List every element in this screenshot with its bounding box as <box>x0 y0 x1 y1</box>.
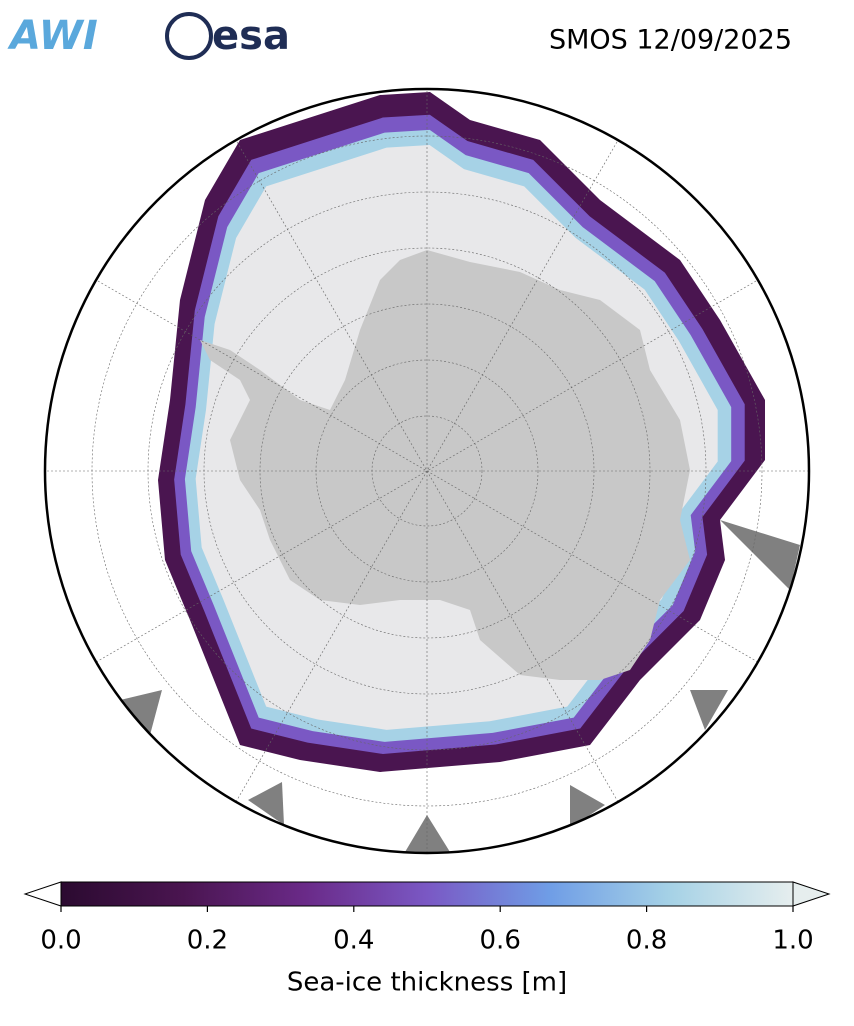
colorbar: 0.0 0.2 0.4 0.6 0.8 1.0 Sea-ice thickness [m] <box>23 881 831 998</box>
colorbar-scale <box>60 881 794 907</box>
meridian <box>80 270 774 672</box>
esa-logo: esa <box>212 13 290 59</box>
colorbar-tick-label: 0.2 <box>187 926 228 956</box>
colorbar-tick-label: 1.0 <box>772 926 813 956</box>
colorbar-label: Sea-ice thickness [m] <box>287 968 567 998</box>
map <box>45 89 809 853</box>
antarctica <box>200 250 690 680</box>
graticule <box>45 89 809 853</box>
map-frame <box>43 87 811 855</box>
colorbar-tick-label: 0.4 <box>333 926 374 956</box>
esa-logo-mark <box>165 12 213 60</box>
land-outside <box>120 520 800 852</box>
colorbar-tick-label: 0.6 <box>480 926 521 956</box>
map-title: SMOS 12/09/2025 <box>549 25 792 56</box>
colorbar-tick-label: 0.8 <box>626 926 667 956</box>
colorbar-tick-label: 0.0 <box>40 926 81 956</box>
colorbar-extend-high <box>792 881 831 907</box>
awi-logo: AWI <box>7 13 98 59</box>
colorbar-extend-low <box>23 881 62 907</box>
